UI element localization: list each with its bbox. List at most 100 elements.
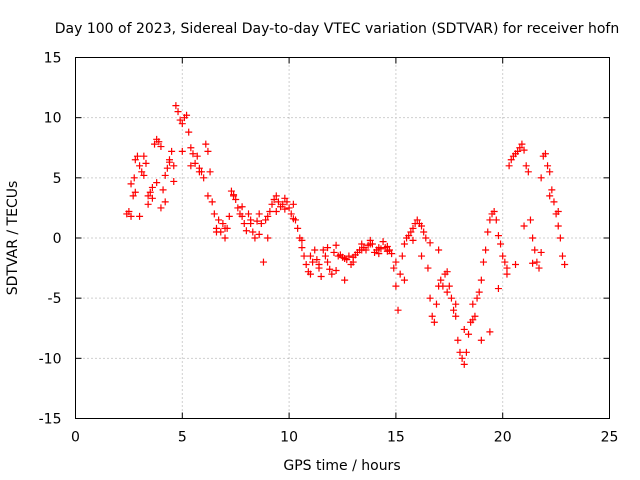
data-point (281, 194, 289, 202)
data-point (439, 282, 447, 290)
data-point (204, 192, 212, 200)
data-point (418, 252, 426, 260)
data-point (477, 336, 485, 344)
data-point (561, 260, 569, 268)
data-point (257, 220, 265, 228)
data-point (170, 162, 178, 170)
data-point (183, 111, 191, 119)
data-point (302, 260, 310, 268)
data-point (238, 203, 246, 211)
data-point (400, 240, 408, 248)
data-point (366, 240, 374, 248)
x-tick-label: 0 (71, 430, 80, 446)
data-point (240, 220, 248, 228)
data-point (161, 198, 169, 206)
data-point (462, 348, 470, 356)
data-point (210, 210, 218, 218)
data-point (298, 244, 306, 252)
data-point (274, 198, 282, 206)
data-point (255, 210, 263, 218)
data-point (332, 266, 340, 274)
data-point (497, 240, 505, 248)
data-point (475, 288, 483, 296)
data-point (516, 144, 524, 152)
data-point (206, 168, 214, 176)
data-point (259, 258, 267, 266)
data-point (503, 264, 511, 272)
data-point (430, 318, 438, 326)
data-point (159, 186, 167, 194)
data-point (165, 158, 173, 166)
data-point (377, 245, 385, 253)
data-point (328, 270, 336, 278)
data-point (490, 208, 498, 216)
data-point (168, 147, 176, 155)
data-point (234, 204, 242, 212)
data-point (422, 234, 430, 242)
data-point (537, 174, 545, 182)
data-point (398, 252, 406, 260)
data-point (279, 200, 287, 208)
data-point (524, 168, 532, 176)
data-point (407, 228, 415, 236)
data-point (289, 215, 297, 223)
data-point (170, 177, 178, 185)
data-point (426, 239, 434, 247)
data-point (193, 152, 201, 160)
data-point (494, 285, 502, 293)
data-point (520, 146, 528, 154)
data-point (520, 222, 528, 230)
data-point (554, 208, 562, 216)
data-point (486, 216, 494, 224)
data-point (330, 248, 338, 256)
data-point (469, 300, 477, 308)
data-point (482, 246, 490, 254)
data-point (499, 252, 507, 260)
data-point (544, 162, 552, 170)
data-point (313, 256, 321, 264)
data-point (392, 282, 400, 290)
data-point (385, 246, 393, 254)
data-point (187, 144, 195, 152)
chart-title: Day 100 of 2023, Sidereal Day-to-day VTE… (55, 21, 619, 37)
data-point (140, 171, 148, 179)
data-point (341, 254, 349, 262)
data-point (245, 210, 253, 218)
data-point (255, 230, 263, 238)
data-point (424, 264, 432, 272)
data-point (460, 325, 468, 333)
data-point (142, 159, 150, 167)
y-axis-label: SDTVAR / TECUs (5, 181, 21, 296)
data-point (204, 147, 212, 155)
data-point (208, 198, 216, 206)
data-point (405, 232, 413, 240)
data-point (514, 147, 522, 155)
data-point (306, 252, 314, 260)
data-point (129, 192, 137, 200)
data-point (473, 294, 481, 302)
x-tick-label: 15 (387, 430, 405, 446)
data-point (298, 236, 306, 244)
data-point (268, 200, 276, 208)
data-point (195, 168, 203, 176)
data-point (529, 259, 537, 267)
data-point (131, 188, 139, 196)
data-point (148, 183, 156, 191)
data-point (136, 162, 144, 170)
data-point (326, 265, 334, 273)
data-point (317, 273, 325, 281)
data-point (435, 246, 443, 254)
tick-labels: 0 5 10 15 20 25 -15 -10 -5 0 5 10 15 (39, 51, 619, 446)
data-point (437, 276, 445, 284)
data-point (148, 194, 156, 202)
data-point (130, 174, 138, 182)
data-point (479, 258, 487, 266)
data-point (541, 150, 549, 158)
data-point (505, 162, 513, 170)
data-point (390, 264, 398, 272)
data-point (445, 282, 453, 290)
data-point (454, 336, 462, 344)
data-point (546, 192, 554, 200)
data-point (285, 204, 293, 212)
